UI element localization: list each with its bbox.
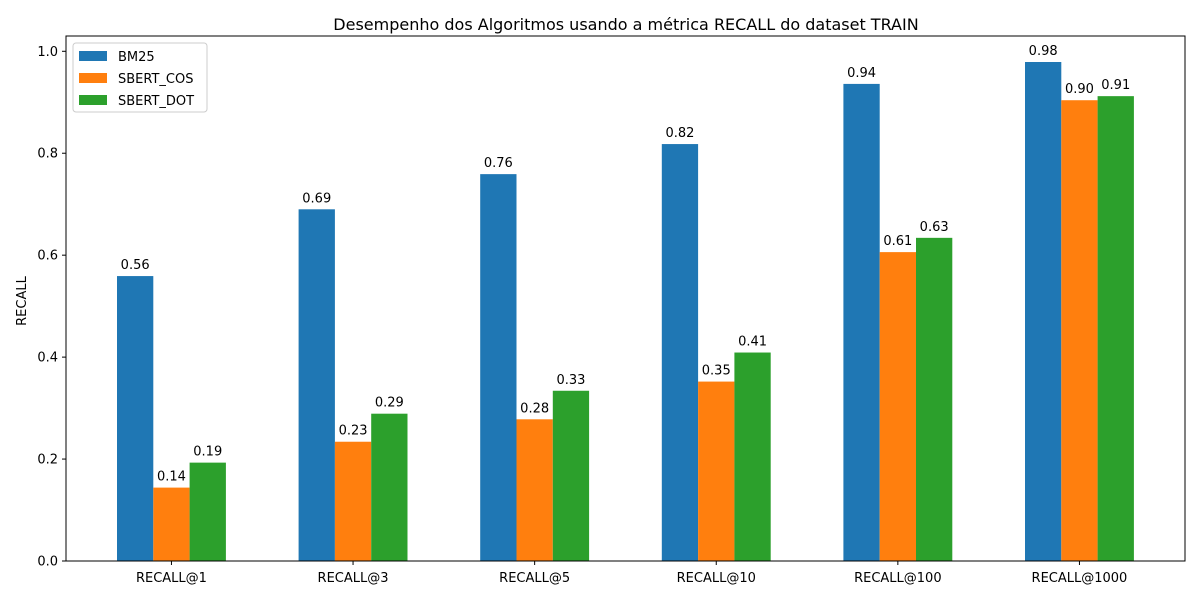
value-label: 0.63 (920, 220, 949, 235)
bar-sbert-cos-3 (516, 419, 553, 561)
value-label: 0.94 (847, 66, 876, 81)
value-label: 0.82 (665, 126, 694, 141)
chart-title: Desempenho dos Algoritmos usando a métri… (333, 15, 918, 34)
legend-label: BM25 (118, 50, 155, 65)
value-label: 0.90 (1065, 82, 1094, 97)
value-label: 0.14 (157, 470, 186, 485)
bar-bm25-6 (1025, 62, 1062, 561)
x-tick-label: RECALL@10 (677, 571, 756, 586)
bar-sbert-dot-2 (371, 413, 408, 561)
bar-sbert-dot-5 (916, 237, 953, 561)
bar-bm25-2 (298, 209, 335, 562)
bar-bm25-4 (661, 144, 699, 561)
bar-sbert-cos-2 (334, 441, 372, 561)
bar-bm25-1 (117, 276, 154, 561)
value-label: 0.29 (375, 396, 404, 411)
bar-sbert-dot-6 (1097, 96, 1134, 562)
legend-swatch (79, 73, 107, 83)
plot-frame (65, 35, 1186, 562)
y-tick-label: 1.0 (37, 45, 58, 60)
value-label: 0.69 (302, 191, 331, 206)
value-label: 0.19 (193, 445, 222, 460)
x-axis: RECALL@1 RECALL@3 RECALL@5 RECALL@10 RECALL@… (136, 561, 1127, 586)
y-tick-label: 0.0 (37, 555, 58, 570)
value-label: 0.61 (883, 234, 912, 249)
x-tick-label: RECALL@1000 (1032, 571, 1128, 586)
y-axis: 0.0 0.2 0.4 0.6 0.8 1.0 (37, 45, 66, 570)
bar-sbert-cos-6 (1061, 100, 1098, 561)
bar-sbert-cos-5 (879, 252, 916, 561)
value-labels-group: 0.56 0.69 0.76 0.82 0.94 0.98 0.14 0.23 0.28 0.35… (121, 44, 1131, 485)
value-label: 0.91 (1101, 78, 1130, 93)
y-tick-label: 0.2 (37, 453, 58, 468)
y-axis-label: RECALL (15, 275, 30, 325)
value-label: 0.28 (520, 401, 549, 416)
value-label: 0.76 (484, 156, 513, 171)
legend: BM25 SBERT_COS SBERT_DOT (72, 42, 208, 113)
value-label: 0.98 (1029, 44, 1058, 59)
y-tick-label: 0.8 (37, 147, 58, 162)
bars-group (117, 62, 1134, 562)
bar-sbert-dot-1 (189, 462, 226, 561)
x-tick-label: RECALL@5 (499, 571, 570, 586)
legend-swatch (79, 51, 107, 61)
value-label: 0.56 (121, 258, 150, 273)
bar-sbert-cos-4 (698, 381, 735, 561)
bar-sbert-dot-4 (734, 352, 771, 561)
y-tick-label: 0.6 (37, 249, 58, 264)
y-tick-label: 0.4 (37, 351, 58, 366)
x-tick-label: RECALL@100 (854, 571, 942, 586)
bar-bm25-3 (480, 174, 517, 561)
x-tick-label: RECALL@3 (318, 571, 389, 586)
legend-label: SBERT_DOT (118, 94, 194, 109)
bar-sbert-cos-1 (153, 487, 190, 561)
legend-swatch (79, 95, 107, 105)
value-label: 0.41 (738, 335, 767, 350)
bar-sbert-dot-3 (552, 390, 590, 561)
value-label: 0.23 (339, 424, 368, 439)
x-tick-label: RECALL@1 (136, 571, 207, 586)
bar-bm25-5 (843, 83, 880, 561)
legend-label: SBERT_COS (118, 72, 193, 87)
value-label: 0.33 (556, 373, 585, 388)
value-label: 0.35 (702, 364, 731, 379)
